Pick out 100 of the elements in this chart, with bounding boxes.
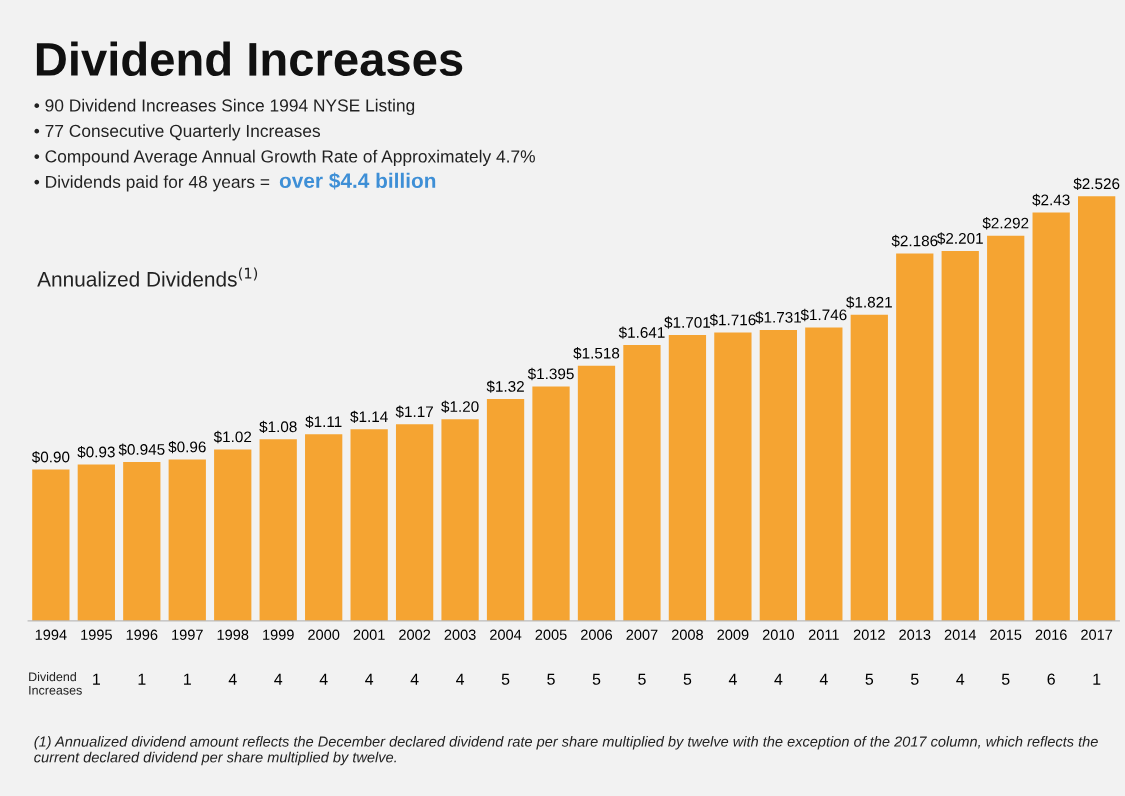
text: 5 (1001, 673, 1010, 685)
bar (395, 424, 434, 621)
text: 4 (728, 673, 737, 685)
bar (577, 365, 616, 621)
bar (987, 235, 1025, 621)
text: 1 (93, 673, 100, 685)
data-label: $1.02 (213, 430, 252, 444)
bar (714, 332, 752, 621)
data-label: $2.292 (982, 217, 1029, 230)
x-tick-label: 2017 (1081, 629, 1113, 640)
x-tick-label: 1999 (263, 629, 294, 640)
text: 6 (1047, 673, 1055, 685)
data-label: $1.641 (618, 326, 665, 339)
data-label: $1.14 (350, 410, 388, 424)
bar (623, 345, 661, 621)
text: 1 (184, 673, 191, 685)
text: 5 (910, 673, 919, 685)
data-label: $1.17 (395, 405, 433, 418)
data-label: $0.90 (31, 450, 70, 464)
bar (1078, 196, 1116, 621)
text: • Compound Average Annual Growth Rate of Approximately 4.7% (34, 149, 535, 166)
text: 1 (1093, 673, 1101, 685)
chart-title: Dividend Increases (36, 41, 463, 77)
x-tick-label: 2012 (853, 629, 885, 640)
x-tick-label: 2016 (1035, 629, 1067, 640)
x-tick-label: 2003 (444, 629, 476, 640)
x-tick-label: 2015 (990, 629, 1022, 640)
x-tick-label: 2014 (944, 629, 977, 640)
text: • Dividends paid for 48 years = (34, 175, 270, 192)
text: 4 (365, 673, 374, 685)
data-label: $1.11 (305, 415, 342, 429)
bar (441, 419, 479, 621)
bar (805, 327, 843, 621)
data-label: $2.201 (937, 232, 983, 245)
text: • 90 Dividend Increases Since 1994 NYSE Listing (34, 98, 415, 116)
bar (305, 434, 343, 621)
text: • 77 Consecutive Quarterly Increases (34, 124, 321, 141)
text: 4 (228, 673, 237, 685)
bar (850, 314, 888, 621)
data-label: $1.08 (259, 420, 297, 434)
x-tick-label: 2000 (308, 629, 340, 640)
data-label: $2.186 (891, 234, 938, 248)
x-tick-label: 2010 (762, 629, 795, 640)
data-label: $1.746 (800, 308, 847, 322)
bar (77, 464, 115, 621)
text: 5 (865, 673, 874, 685)
text: Dividend Increases (29, 672, 82, 695)
x-tick-label: 1996 (126, 629, 158, 640)
data-label: $1.518 (573, 347, 620, 360)
x-tick-label: 1998 (217, 629, 249, 640)
bar (532, 386, 570, 621)
data-label: $1.395 (527, 367, 574, 381)
x-tick-label: 2011 (808, 629, 839, 640)
data-label: $1.731 (755, 311, 801, 324)
text: 4 (956, 673, 965, 685)
x-tick-label: 1994 (35, 629, 67, 640)
text: 5 (638, 673, 646, 685)
data-label: $2.526 (1073, 177, 1120, 191)
text: 4 (319, 673, 328, 685)
data-label: $1.20 (441, 400, 479, 413)
data-label: $0.93 (77, 445, 115, 459)
x-tick-label: 2006 (581, 629, 613, 640)
x-tick-label: 2002 (399, 629, 431, 640)
data-label: $1.716 (709, 313, 756, 327)
text: 5 (547, 673, 555, 685)
bar (123, 462, 161, 621)
x-tick-label: 2013 (899, 629, 931, 640)
bar (1032, 212, 1070, 621)
text: over $4.4 billion (279, 172, 436, 190)
text: Annualized Dividends$^{(1)}$ (37, 267, 258, 287)
x-tick-label: 1997 (172, 629, 203, 640)
text: 1 (138, 673, 146, 685)
bar (668, 335, 707, 621)
bar (32, 469, 70, 621)
text: 5 (592, 673, 601, 685)
text: 5 (683, 673, 692, 685)
x-tick-label: 2004 (490, 629, 522, 640)
data-label: $0.96 (168, 440, 206, 454)
text: (1) Annualized dividend amount reflects the December declared dividend rate per share multiplied by twelve with the exception of the 2017 column, which reflects the current declared dividend per share multiplied by twelve. (34, 736, 1098, 766)
bar (486, 399, 525, 621)
bar (759, 329, 797, 621)
x-tick-label: 2001 (353, 629, 385, 640)
text: 4 (410, 673, 419, 685)
x-tick-label: 2009 (717, 629, 749, 640)
bar (214, 449, 252, 621)
data-label: $2.43 (1032, 193, 1070, 207)
text: 4 (774, 673, 783, 685)
text: 4 (819, 673, 828, 685)
data-label: $0.945 (118, 443, 165, 456)
x-tick-label: 2005 (535, 629, 567, 640)
bar (259, 439, 297, 621)
data-label: $1.32 (486, 380, 524, 393)
x-tick-label: 2008 (671, 629, 704, 640)
bar (168, 459, 206, 621)
text: 5 (501, 673, 510, 685)
x-tick-label: 2007 (626, 629, 658, 640)
text: 4 (274, 673, 283, 685)
x-tick-label: 1995 (81, 629, 112, 640)
bar (350, 429, 388, 621)
text: 4 (456, 673, 465, 685)
